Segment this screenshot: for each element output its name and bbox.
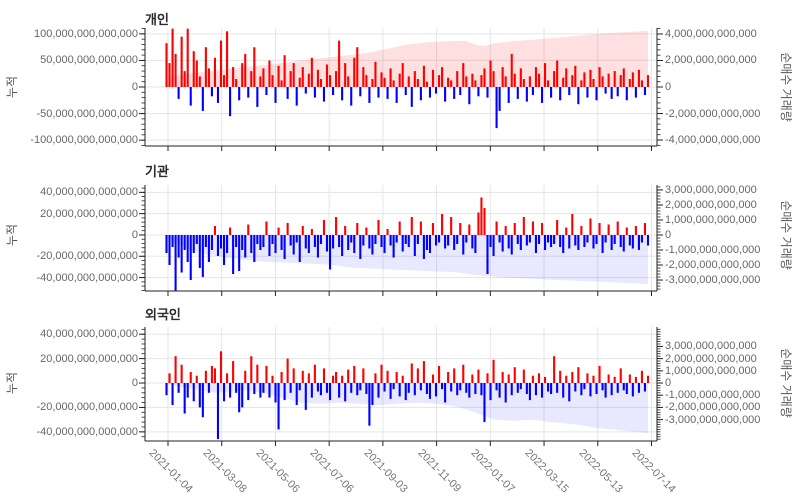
- y-tick-label: 100,000,000,000,000: [34, 27, 138, 40]
- panel-2: [139, 185, 663, 296]
- y-tick-label: -3,000,000,000,000: [665, 274, 761, 287]
- y-tick-label: 3,000,000,000,000: [665, 340, 757, 353]
- y-tick-label: 1,000,000,000,000: [665, 364, 757, 377]
- y-tick-label: -4,000,000,000,000: [665, 134, 761, 147]
- cumulative-area: [166, 383, 648, 434]
- y-tick-label: 0: [131, 81, 138, 93]
- y-tick-label: 1,000,000,000,000: [665, 213, 757, 226]
- y-tick-label: 4,000,000,000,000: [665, 27, 757, 40]
- panel-2-title: 기관: [145, 164, 169, 179]
- y-tick-label: -20,000,000,000,000: [36, 401, 138, 414]
- axes: [139, 327, 663, 446]
- y-tick-label: 0: [665, 377, 672, 390]
- y-tick-label: 0: [131, 228, 138, 241]
- panel-2-right-axis-label: 순매수 거래량: [779, 200, 793, 270]
- y-tick-label: 40,000,000,000,000: [40, 186, 138, 199]
- panel-1-title: 개인: [145, 12, 169, 27]
- axes: [139, 28, 663, 151]
- y-tick-label: -40,000,000,000,000: [36, 425, 138, 438]
- cumulative-area: [166, 30, 648, 87]
- axes: [139, 185, 663, 296]
- y-tick-label: 3,000,000,000,000: [665, 183, 757, 196]
- y-tick-label: 40,000,000,000,000: [40, 328, 138, 341]
- net-volume-bars: [165, 197, 650, 291]
- net-volume-bars: [165, 28, 650, 129]
- y-tick-label: -100,000,000,000,000: [30, 134, 138, 147]
- y-tick-label: -20,000,000,000,000: [36, 250, 138, 263]
- y-tick-label: -40,000,000,000,000: [36, 271, 138, 284]
- y-tick-label: -1,000,000,000,000: [665, 389, 761, 402]
- y-tick-label: 0: [665, 228, 672, 241]
- y-tick-label: 20,000,000,000,000: [40, 352, 138, 365]
- y-tick-label: 2,000,000,000,000: [665, 198, 757, 211]
- y-tick-label: 50,000,000,000,000: [40, 54, 138, 67]
- y-tick-label: -3,000,000,000,000: [665, 413, 761, 426]
- y-tick-label: 0: [665, 81, 672, 93]
- panel-1: [139, 28, 663, 151]
- panel-3-right-axis-label: 순매수 거래량: [779, 348, 793, 418]
- panel-3: [139, 327, 663, 446]
- panel-3-title: 외국인: [145, 307, 181, 322]
- y-tick-label: -2,000,000,000,000: [665, 107, 761, 120]
- y-tick-label: 0: [131, 377, 138, 390]
- panel-1-right-axis-label: 순매수 거래량: [779, 52, 793, 122]
- y-tick-label: 20,000,000,000,000: [40, 207, 138, 220]
- y-tick-label: -50,000,000,000,000: [36, 107, 138, 120]
- y-tick-label: 2,000,000,000,000: [665, 352, 757, 365]
- net-volume-bars: [165, 351, 650, 440]
- y-tick-label: -2,000,000,000,000: [665, 401, 761, 414]
- y-tick-label: -1,000,000,000,000: [665, 244, 761, 256]
- cumulative-area: [166, 235, 648, 284]
- y-tick-label: 2,000,000,000,000: [665, 54, 757, 67]
- y-tick-label: -2,000,000,000,000: [665, 259, 761, 272]
